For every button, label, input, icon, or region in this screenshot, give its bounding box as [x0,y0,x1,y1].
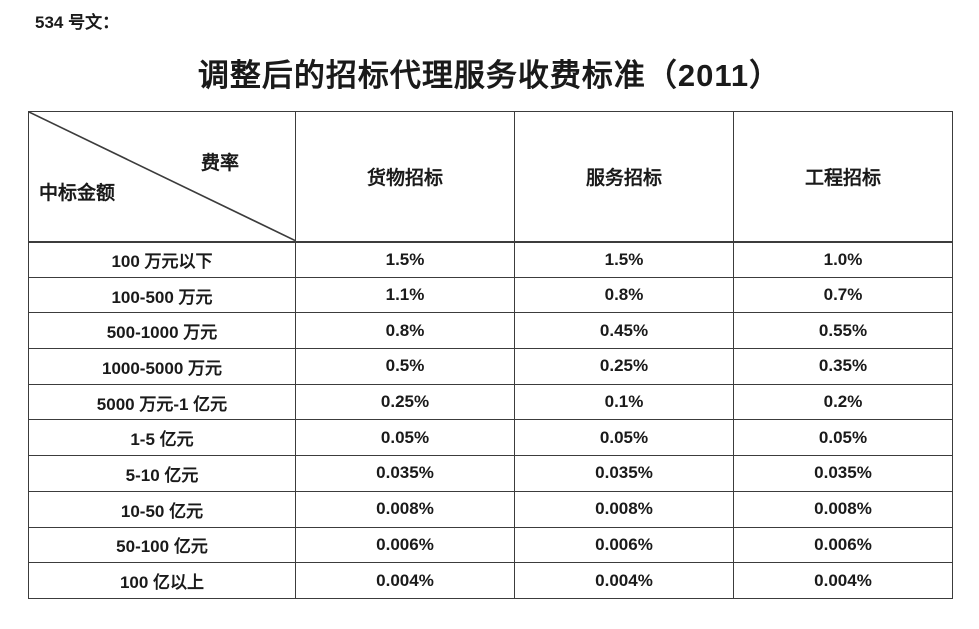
fee-value: 0.006% [295,526,515,564]
header-row: 费率 中标金额 货物招标 服务招标 工程招标 [28,111,953,243]
corner-bid-amount-label: 中标金额 [39,183,116,204]
column-header-services: 服务招标 [514,111,734,243]
table-row: 10-50 亿元 0.008% 0.008% 0.008% [28,490,953,528]
fee-value: 0.45% [514,312,734,350]
fee-value: 0.7% [733,276,953,314]
table-row: 5000 万元-1 亿元 0.25% 0.1% 0.2% [28,383,953,421]
row-label: 500-1000 万元 [28,312,296,350]
doc-number: 534 号文： [35,13,120,32]
page-title: 调整后的招标代理服务收费标准（2011） [197,58,782,93]
table-row: 500-1000 万元 0.8% 0.45% 0.55% [28,312,953,350]
row-label: 100 万元以下 [28,241,296,278]
table-row: 100-500 万元 1.1% 0.8% 0.7% [28,276,953,314]
row-label: 1000-5000 万元 [28,348,296,385]
column-header-goods: 货物招标 [295,111,515,243]
table-row: 5-10 亿元 0.035% 0.035% 0.035% [28,455,953,492]
corner-cell: 费率 中标金额 [28,111,296,243]
fee-value: 0.35% [733,348,953,385]
fee-value: 0.55% [733,312,953,350]
table-row: 100 亿以上 0.004% 0.004% 0.004% [28,562,953,599]
row-label: 10-50 亿元 [28,490,296,528]
fee-table: 费率 中标金额 货物招标 服务招标 工程招标 100 万元以下 1.5% 1.5… [28,111,953,599]
fee-value: 1.0% [733,241,953,278]
fee-value: 0.8% [295,312,515,350]
fee-value: 0.1% [514,383,734,421]
fee-value: 0.035% [733,455,953,492]
row-label: 1-5 亿元 [28,419,296,457]
fee-value: 0.008% [295,490,515,528]
fee-value: 0.2% [733,383,953,421]
fee-value: 0.004% [295,562,515,599]
fee-value: 0.035% [514,455,734,492]
fee-value: 0.05% [514,419,734,457]
table-row: 100 万元以下 1.5% 1.5% 1.0% [28,241,953,278]
fee-value: 1.5% [514,241,734,278]
fee-value: 0.008% [514,490,734,528]
diagonal-divider-line [29,112,295,241]
column-header-engineering: 工程招标 [733,111,953,243]
fee-value: 0.006% [514,526,734,564]
row-label: 100-500 万元 [28,276,296,314]
fee-value: 0.05% [295,419,515,457]
fee-value: 0.8% [514,276,734,314]
row-label: 50-100 亿元 [28,526,296,564]
fee-value: 1.1% [295,276,515,314]
table-row: 1000-5000 万元 0.5% 0.25% 0.35% [28,348,953,385]
fee-value: 0.008% [733,490,953,528]
row-label: 5-10 亿元 [28,455,296,492]
fee-value: 0.05% [733,419,953,457]
fee-value: 0.5% [295,348,515,385]
corner-fee-rate-label: 费率 [201,153,240,174]
row-label: 100 亿以上 [28,562,296,599]
fee-value: 1.5% [295,241,515,278]
fee-value: 0.25% [295,383,515,421]
fee-value: 0.004% [514,562,734,599]
table-row: 1-5 亿元 0.05% 0.05% 0.05% [28,419,953,457]
fee-value: 0.006% [733,526,953,564]
row-label: 5000 万元-1 亿元 [28,383,296,421]
fee-value: 0.004% [733,562,953,599]
fee-value: 0.035% [295,455,515,492]
fee-value: 0.25% [514,348,734,385]
table-row: 50-100 亿元 0.006% 0.006% 0.006% [28,526,953,564]
